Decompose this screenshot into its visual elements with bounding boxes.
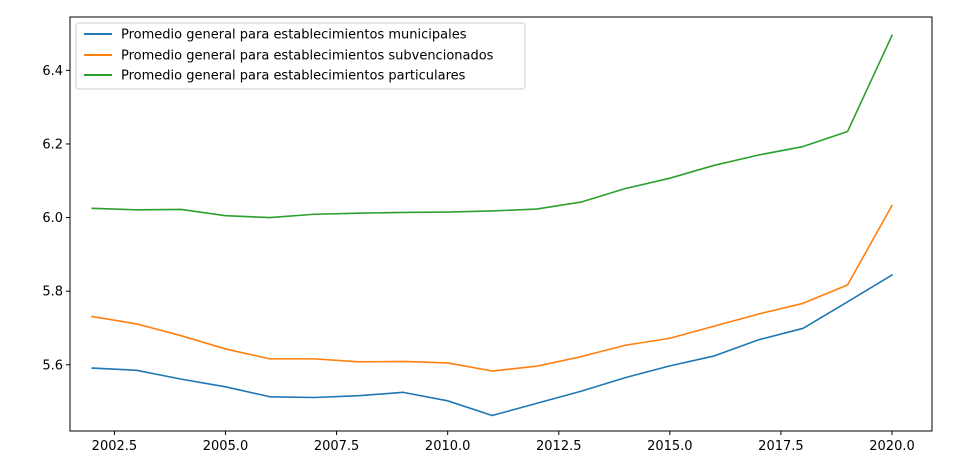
- y-tick-label-5-8: 5.8: [42, 285, 63, 300]
- legend: Promedio general para establecimientos m…: [75, 22, 526, 90]
- series-layer: [91, 34, 894, 417]
- legend-box: [75, 22, 526, 90]
- y-tick-label-5-6: 5.6: [42, 358, 63, 373]
- x-tick-label-2007-5: 2007.5: [314, 439, 360, 454]
- x-tick-label-2012-5: 2012.5: [536, 439, 582, 454]
- x-axis: 2002.5 2005.0 2007.5 2010.0 2012.5 2015.0 2017…: [92, 431, 915, 454]
- y-tick-label-6-2: 6.2: [42, 137, 63, 152]
- y-axis: 5.6 5.8 6.0 6.2 6.4: [42, 64, 70, 373]
- y-tick-label-6-0: 6.0: [42, 211, 63, 226]
- plot-frame: [69, 16, 933, 432]
- x-tick-label-2010-0: 2010.0: [425, 439, 471, 454]
- series-line-subvencionados: [91, 204, 894, 372]
- x-tick-label-2015-0: 2015.0: [647, 439, 693, 454]
- series-line-municipales: [91, 273, 894, 417]
- x-tick-label-2002-5: 2002.5: [92, 439, 138, 454]
- x-tick-label-2020-0: 2020.0: [869, 439, 915, 454]
- legend-label-subvencionados: Promedio general para establecimientos s…: [121, 49, 494, 64]
- x-tick-label-2005-0: 2005.0: [203, 439, 249, 454]
- y-tick-label-6-4: 6.4: [42, 64, 63, 79]
- legend-label-municipales: Promedio general para establecimientos m…: [121, 28, 467, 43]
- legend-label-particulares: Promedio general para establecimientos p…: [121, 69, 466, 84]
- x-tick-label-2017-5: 2017.5: [758, 439, 804, 454]
- series-line-particulares: [91, 34, 894, 219]
